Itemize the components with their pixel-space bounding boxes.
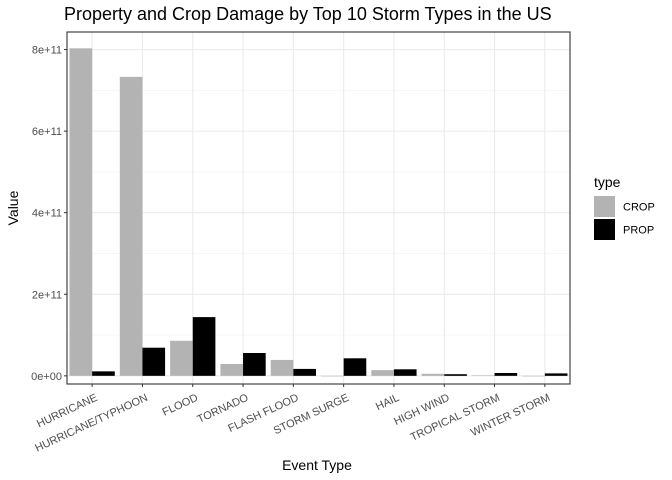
bar-crop-hail [371, 370, 394, 376]
legend-key-prop [594, 219, 615, 240]
bar-prop-hurricane-typhoon [142, 347, 166, 376]
bar-crop-tropical-storm [471, 375, 495, 376]
x-axis-title: Event Type [282, 457, 352, 473]
chart-title: Property and Crop Damage by Top 10 Storm… [64, 4, 552, 24]
legend-key-crop [594, 196, 615, 217]
bar-prop-high-wind [444, 374, 467, 376]
y-tick-label: 0e+00 [31, 371, 62, 383]
legend: type CROP PROP [594, 174, 655, 240]
y-tick-label: 2e+11 [32, 289, 62, 301]
panel-background [67, 32, 570, 384]
x-tick-label: TROPICAL STORM [409, 392, 502, 444]
bar-prop-tropical-storm [494, 372, 518, 376]
bar-crop-flood [170, 340, 193, 376]
legend-label-crop: CROP [623, 202, 655, 214]
bar-prop-winter-storm [544, 373, 568, 376]
y-tick-label: 8e+11 [32, 45, 62, 57]
y-tick-label: 4e+11 [32, 208, 62, 220]
bar-crop-storm-surge [321, 375, 344, 377]
bar-prop-flood [192, 317, 216, 376]
bar-crop-flash-flood [270, 359, 294, 376]
legend-title: type [594, 174, 621, 190]
y-axis-title: Value [5, 190, 21, 225]
bar-crop-tornado [220, 364, 244, 376]
bar-crop-hurricane-typhoon [119, 76, 143, 376]
plot-panel: 0e+002e+114e+116e+118e+11HURRICANEHURRIC… [31, 31, 571, 455]
bar-crop-high-wind [421, 373, 445, 376]
x-tick-label: FLOOD [161, 392, 200, 419]
bar-crop-winter-storm [522, 375, 545, 377]
bar-prop-flash-flood [293, 368, 316, 376]
bar-prop-storm-surge [343, 358, 367, 376]
panel-border [66, 31, 571, 385]
y-tick-label: 6e+11 [32, 126, 62, 138]
legend-label-prop: PROP [623, 225, 654, 237]
bar-prop-tornado [243, 353, 266, 376]
x-tick-label: HAIL [374, 392, 401, 413]
bar-prop-hail [393, 369, 417, 376]
bar-crop-hurricane [69, 48, 93, 376]
bar-prop-hurricane [92, 371, 115, 376]
